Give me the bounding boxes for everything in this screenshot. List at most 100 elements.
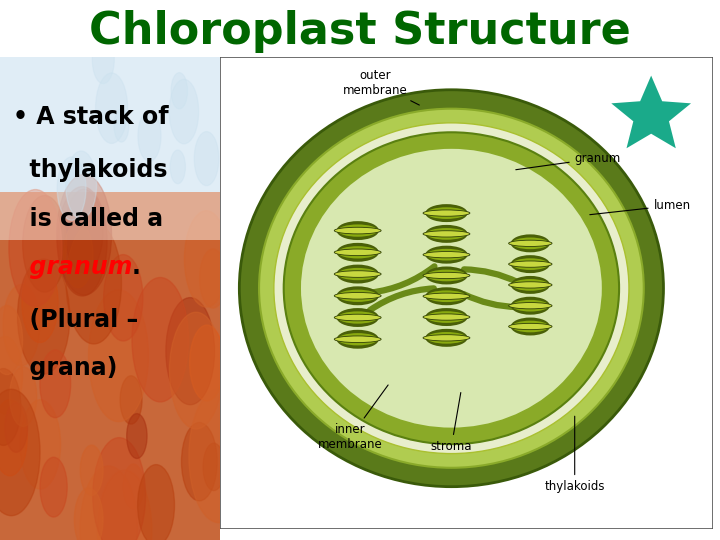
Circle shape [9,190,62,306]
Ellipse shape [423,252,470,258]
Ellipse shape [512,238,549,249]
Circle shape [9,367,37,427]
Ellipse shape [512,321,549,332]
Ellipse shape [334,293,381,299]
Ellipse shape [239,90,663,487]
Circle shape [92,35,114,84]
Ellipse shape [338,312,377,323]
Circle shape [89,289,148,422]
Ellipse shape [423,272,470,279]
Ellipse shape [510,297,550,315]
Ellipse shape [426,246,467,264]
Circle shape [120,376,142,424]
Circle shape [80,445,103,495]
Ellipse shape [510,255,550,273]
Circle shape [0,336,22,414]
Text: thylakoids: thylakoids [13,158,168,182]
Circle shape [203,443,225,490]
Ellipse shape [334,336,381,342]
Ellipse shape [337,265,379,284]
Circle shape [97,470,152,540]
Ellipse shape [508,261,552,267]
Ellipse shape [426,329,467,347]
Ellipse shape [301,149,602,428]
Ellipse shape [423,314,470,320]
Circle shape [0,369,21,446]
Ellipse shape [338,225,377,237]
Circle shape [138,111,161,161]
Circle shape [66,151,96,219]
Ellipse shape [510,276,550,294]
Circle shape [123,464,143,509]
Circle shape [132,278,189,402]
Text: lumen: lumen [590,199,690,215]
Text: grana): grana) [13,356,117,380]
Circle shape [74,488,103,540]
Circle shape [171,73,187,109]
Ellipse shape [334,271,381,278]
Ellipse shape [337,286,379,305]
Circle shape [0,389,40,516]
Circle shape [20,400,60,489]
Ellipse shape [426,207,467,219]
Text: .: . [132,255,140,279]
Ellipse shape [334,314,381,321]
Circle shape [184,211,228,307]
Ellipse shape [423,335,470,341]
Circle shape [40,350,71,417]
Ellipse shape [338,268,377,280]
Circle shape [127,414,147,458]
Circle shape [66,222,122,344]
Text: granum: granum [516,152,621,170]
Ellipse shape [338,246,377,259]
Circle shape [93,437,145,540]
Ellipse shape [334,227,381,234]
Ellipse shape [426,266,467,285]
Ellipse shape [426,311,467,323]
Ellipse shape [274,123,629,454]
Ellipse shape [508,302,552,309]
Circle shape [170,150,186,184]
Circle shape [169,79,199,144]
Ellipse shape [510,234,550,252]
Polygon shape [611,76,691,148]
Ellipse shape [512,258,549,270]
Ellipse shape [423,293,470,299]
Ellipse shape [337,243,379,262]
Circle shape [80,466,138,540]
Ellipse shape [426,249,467,260]
FancyBboxPatch shape [220,57,713,529]
Circle shape [138,464,174,540]
Circle shape [40,457,67,517]
Ellipse shape [426,291,467,302]
Text: outer
membrane: outer membrane [343,69,419,105]
Circle shape [63,222,93,288]
Circle shape [114,109,129,142]
Text: is called a: is called a [13,206,163,231]
Ellipse shape [426,204,467,222]
Text: stroma: stroma [431,393,472,453]
Circle shape [96,73,127,144]
Ellipse shape [510,318,550,335]
Ellipse shape [284,132,619,444]
Ellipse shape [259,109,644,468]
Ellipse shape [508,323,552,329]
Ellipse shape [423,210,470,216]
Circle shape [58,187,107,296]
Ellipse shape [337,308,379,327]
Ellipse shape [512,279,549,291]
Circle shape [17,259,70,374]
Text: inner
membrane: inner membrane [318,385,388,451]
Ellipse shape [426,308,467,326]
Circle shape [5,402,27,453]
Ellipse shape [426,269,467,281]
Circle shape [199,249,226,308]
Circle shape [194,132,219,186]
Ellipse shape [423,231,470,237]
Ellipse shape [426,228,467,240]
Circle shape [104,254,143,341]
Circle shape [189,390,249,523]
Circle shape [65,189,103,273]
Ellipse shape [426,225,467,243]
Text: thylakoids: thylakoids [544,416,605,493]
